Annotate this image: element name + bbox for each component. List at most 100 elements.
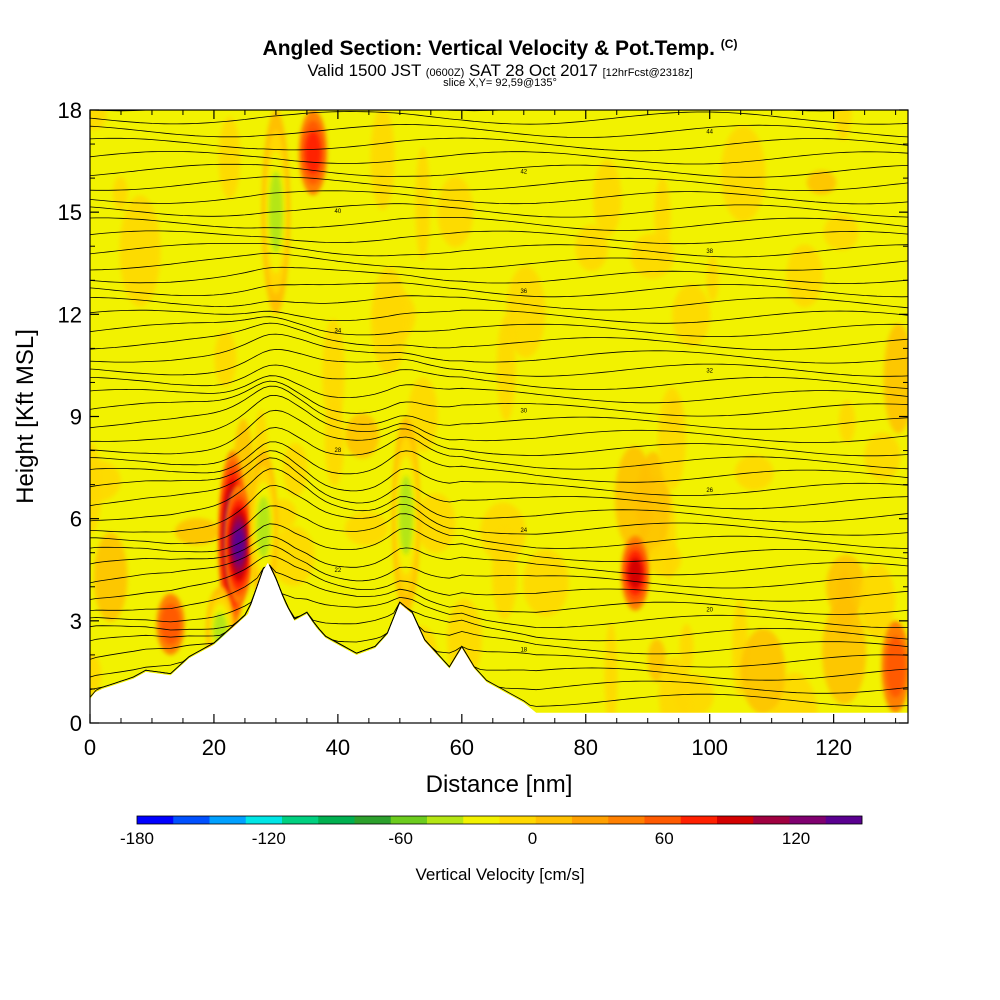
- colorbar-swatch: [608, 816, 645, 824]
- velocity-patch: [806, 170, 837, 195]
- colorbar-swatch: [209, 816, 247, 824]
- isentrope-label: 22: [335, 568, 342, 574]
- colorbar-swatch: [535, 816, 573, 824]
- velocity-patch: [614, 446, 654, 550]
- velocity-patch: [679, 623, 694, 673]
- colorbar-swatch: [137, 816, 174, 824]
- colorbar-swatch: [572, 816, 609, 824]
- velocity-patch: [740, 628, 786, 714]
- colorbar-swatch: [680, 816, 718, 824]
- velocity-patch: [491, 528, 518, 620]
- isentrope-line: [90, 544, 908, 589]
- isentrope-line: [90, 137, 908, 152]
- isentrope-line: [90, 309, 908, 324]
- valid-date: SAT 28 Oct 2017: [469, 61, 598, 80]
- isentrope-line: [90, 450, 908, 496]
- isentrope-line: [90, 252, 908, 271]
- velocity-patch: [864, 432, 901, 481]
- colorbar-tick-label: 120: [782, 829, 810, 848]
- colorbar-frame: [136, 815, 863, 825]
- valid-prefix: Valid 1500 JST: [307, 61, 422, 80]
- isentrope-line: [90, 190, 908, 205]
- velocity-patch: [90, 652, 102, 696]
- isentrope-label: 38: [706, 249, 713, 255]
- isentrope-line: [90, 380, 908, 417]
- isentrope-label: 44: [706, 129, 713, 135]
- velocity-patch: [883, 323, 908, 434]
- velocity-patch: [93, 532, 128, 622]
- terrain: [90, 562, 908, 723]
- velocity-feature: [885, 636, 906, 698]
- isentrope-line: [90, 564, 908, 615]
- velocity-patch: [112, 176, 128, 211]
- isentrope-line: [90, 523, 908, 562]
- x-tick-label: 80: [574, 735, 598, 760]
- isentrope-line: [90, 485, 908, 536]
- isentrope-line: [90, 295, 908, 311]
- isentrope-label: 42: [520, 169, 527, 175]
- velocity-patch: [658, 656, 691, 723]
- velocity-feature: [233, 529, 244, 560]
- x-tick-label: 120: [815, 735, 852, 760]
- isentrope-line: [90, 409, 908, 457]
- y-axis-label: Height [Kft MSL]: [12, 329, 39, 504]
- colorbar: -180 -120 -60 0 60 120 Vertical Velocity [cm/s…: [120, 815, 863, 884]
- y-tick-label: 3: [70, 609, 82, 634]
- y-tick-label: 6: [70, 507, 82, 532]
- velocity-feature: [628, 558, 643, 589]
- y-tick-label: 18: [58, 98, 82, 123]
- isentrope-line: [90, 505, 908, 549]
- isentrope-label: 26: [706, 488, 713, 494]
- isentrope-line: [90, 441, 908, 483]
- isentrope-line: [90, 110, 860, 112]
- isentrope-line: [90, 364, 908, 390]
- velocity-patch: [90, 460, 121, 502]
- velocity-patch: [706, 255, 719, 303]
- y-tick-label: 12: [58, 302, 82, 327]
- velocity-patch: [218, 116, 241, 199]
- isentrope-line: [90, 316, 908, 337]
- velocity-patch: [658, 387, 686, 490]
- isentrope-line: [90, 457, 908, 510]
- colorbar-swatch: [282, 816, 319, 824]
- colorbar-swatch: [354, 816, 392, 824]
- isentrope-line: [90, 385, 908, 430]
- slice-label: slice X,Y= 92,59@135°: [443, 77, 557, 89]
- isentrope-label: 36: [520, 289, 527, 295]
- velocity-patch: [344, 511, 389, 546]
- velocity-patch: [496, 315, 516, 422]
- x-tick-label: 60: [450, 735, 474, 760]
- velocity-patch: [119, 195, 161, 307]
- colorbar-swatch: [173, 816, 210, 824]
- plot-area: 161820222426283032343638404244: [90, 110, 908, 723]
- valid-utc: (0600Z): [425, 67, 465, 79]
- isentrope-line: [90, 111, 908, 125]
- velocity-patch: [324, 397, 345, 487]
- isentrope-line: [90, 322, 908, 351]
- velocity-patch: [575, 224, 609, 272]
- velocity-patch: [859, 563, 896, 639]
- velocity-patch: [654, 177, 671, 258]
- y-tick-label: 15: [58, 200, 82, 225]
- y-tick-label: 9: [70, 405, 82, 430]
- isentrope-line: [90, 375, 908, 404]
- forecast-label: [12hrFcst@2318z]: [602, 67, 693, 79]
- colorbar-swatch: [427, 816, 464, 824]
- isentrope-line: [90, 163, 908, 178]
- chart-subtitle: Valid 1500 JST (0600Z) SAT 28 Oct 2017 […: [0, 61, 1000, 81]
- title-main: Angled Section: Vertical Velocity & Pot.…: [262, 37, 715, 60]
- isentrope-label: 32: [706, 369, 713, 375]
- velocity-patch: [786, 244, 824, 308]
- colorbar-swatch: [825, 816, 863, 824]
- velocity-patch: [720, 125, 766, 222]
- isentrope-line: [90, 427, 908, 470]
- colorbar-swatch: [463, 816, 500, 824]
- velocity-patch: [437, 176, 474, 248]
- isentrope-line: [90, 468, 908, 523]
- isentrope-line: [90, 151, 908, 165]
- velocity-patch: [823, 214, 859, 251]
- colorbar-swatch: [318, 816, 355, 824]
- velocity-patch: [370, 267, 407, 375]
